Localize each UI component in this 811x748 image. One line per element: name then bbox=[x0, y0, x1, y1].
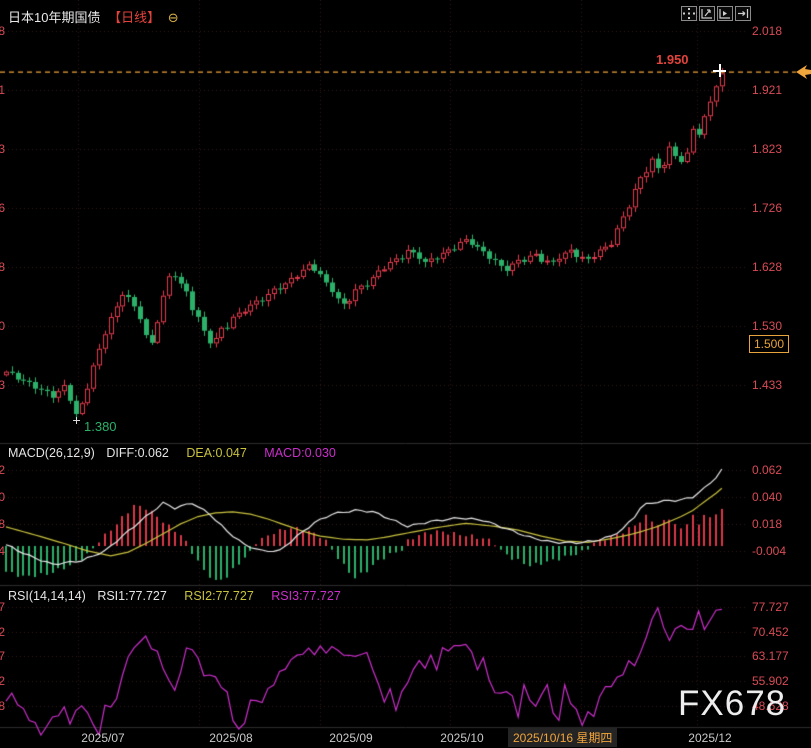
auto-scale-icon[interactable] bbox=[717, 6, 733, 21]
macd-y-axis-label-left: 0.018 bbox=[0, 516, 5, 531]
rsi-y-axis-label-left: 63.177 bbox=[0, 649, 5, 664]
main-y-axis-label: 1.628 bbox=[752, 259, 783, 274]
rsi-y-axis-label: 77.727 bbox=[752, 600, 789, 615]
chart-toolbar bbox=[681, 6, 751, 21]
main-y-axis-label: 1.433 bbox=[752, 377, 783, 392]
main-y-axis-label-left: 1.628 bbox=[0, 259, 5, 274]
macd-name-label: MACD(26,12,9) bbox=[8, 446, 95, 460]
rsi-y-axis-label-left: 48.628 bbox=[0, 698, 5, 713]
x-axis-label: 2025/10 bbox=[440, 731, 484, 745]
price-alert-label[interactable]: 1.950 bbox=[656, 52, 689, 67]
x-axis-label: 2025/08 bbox=[209, 731, 253, 745]
rsi-y-axis-label: 55.902 bbox=[752, 674, 789, 689]
main-y-axis-label: 1.726 bbox=[752, 200, 783, 215]
main-y-axis-label: 2.018 bbox=[752, 24, 783, 38]
rsi-y-axis-label: 70.452 bbox=[752, 624, 789, 639]
rsi-y-axis-label-left: 55.902 bbox=[0, 674, 5, 689]
symbol-name: 日本10年期国债 bbox=[8, 10, 101, 25]
chart-title: 日本10年期国债 【日线】 ⊖ bbox=[8, 7, 179, 26]
fit-price-scale-icon[interactable] bbox=[699, 6, 715, 21]
x-axis-label: 2025/07 bbox=[81, 731, 125, 745]
rsi1-value: RSI1:77.727 bbox=[97, 589, 167, 603]
rsi-name-label: RSI(14,14,14) bbox=[8, 589, 86, 603]
watermark: FX678 bbox=[678, 684, 787, 723]
main-y-axis-label: 1.530 bbox=[752, 319, 783, 334]
rsi-pane-header: RSI(14,14,14) RSI1:77.727 RSI2:77.727 RS… bbox=[8, 589, 341, 603]
macd-y-axis-label-left: 0.040 bbox=[0, 489, 5, 504]
macd-y-axis-label: 0.018 bbox=[752, 516, 783, 531]
axis-price-marker[interactable]: 1.500 bbox=[749, 335, 790, 354]
macd-dea-value: DEA:0.047 bbox=[186, 446, 247, 460]
main-y-axis-label-left: 1.823 bbox=[0, 141, 5, 156]
main-y-axis-label-left: 1.433 bbox=[0, 377, 5, 392]
main-y-axis-label-left: 1.921 bbox=[0, 82, 5, 97]
rsi-y-axis-label: 48.628 bbox=[752, 698, 789, 713]
move-icon[interactable] bbox=[681, 6, 697, 21]
collapse-icon[interactable]: ⊖ bbox=[167, 10, 179, 25]
swing-low-tick bbox=[76, 417, 77, 424]
macd-y-axis-label: 0.040 bbox=[752, 489, 783, 504]
rsi2-value: RSI2:77.727 bbox=[184, 589, 254, 603]
main-y-axis-label-left: 1.726 bbox=[0, 200, 5, 215]
rsi-y-axis-label-left: 70.452 bbox=[0, 624, 5, 639]
macd-pane-header: MACD(26,12,9) DIFF:0.062 DEA:0.047 MACD:… bbox=[8, 446, 336, 460]
current-price-arrow-icon bbox=[796, 65, 811, 79]
main-y-axis-label-left: 1.530 bbox=[0, 319, 5, 334]
macd-hist-value: MACD:0.030 bbox=[264, 446, 336, 460]
macd-y-axis-label-left: 0.062 bbox=[0, 462, 5, 477]
main-y-axis-label-left: 2.018 bbox=[0, 24, 5, 38]
x-axis-label: 2025/12 bbox=[688, 731, 732, 745]
macd-y-axis-label: 0.062 bbox=[752, 462, 783, 477]
rsi-y-axis-label-left: 77.727 bbox=[0, 600, 5, 615]
x-axis-label: 2025/09 bbox=[329, 731, 373, 745]
macd-diff-value: DIFF:0.062 bbox=[106, 446, 169, 460]
macd-y-axis-label-left: -0.004 bbox=[0, 543, 5, 558]
swing-low-label: 1.380 bbox=[84, 419, 117, 434]
rsi-y-axis-label: 63.177 bbox=[752, 649, 789, 664]
jump-to-latest-icon[interactable] bbox=[735, 6, 751, 21]
main-y-axis-label: 1.823 bbox=[752, 141, 783, 156]
macd-y-axis-label: -0.004 bbox=[752, 543, 787, 558]
rsi3-value: RSI3:77.727 bbox=[271, 589, 341, 603]
main-y-axis-label: 1.921 bbox=[752, 82, 783, 97]
timeframe-label: 【日线】 bbox=[108, 10, 161, 25]
crosshair-date-tooltip: 2025/10/16 星期四 bbox=[508, 728, 618, 747]
